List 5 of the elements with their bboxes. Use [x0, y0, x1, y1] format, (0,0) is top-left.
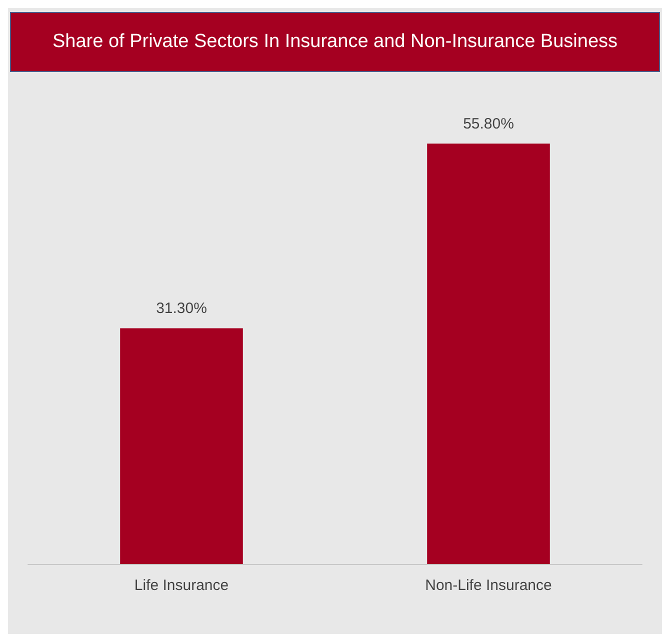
data-label: 55.80%	[463, 116, 514, 133]
data-label: 31.30%	[156, 300, 207, 318]
x-tick-label: Life Insurance	[134, 577, 229, 594]
x-tick-label: Non-Life Insurance	[425, 577, 552, 594]
chart-title: Share of Private Sectors In Insurance and Non-Insurance Business	[10, 12, 660, 72]
